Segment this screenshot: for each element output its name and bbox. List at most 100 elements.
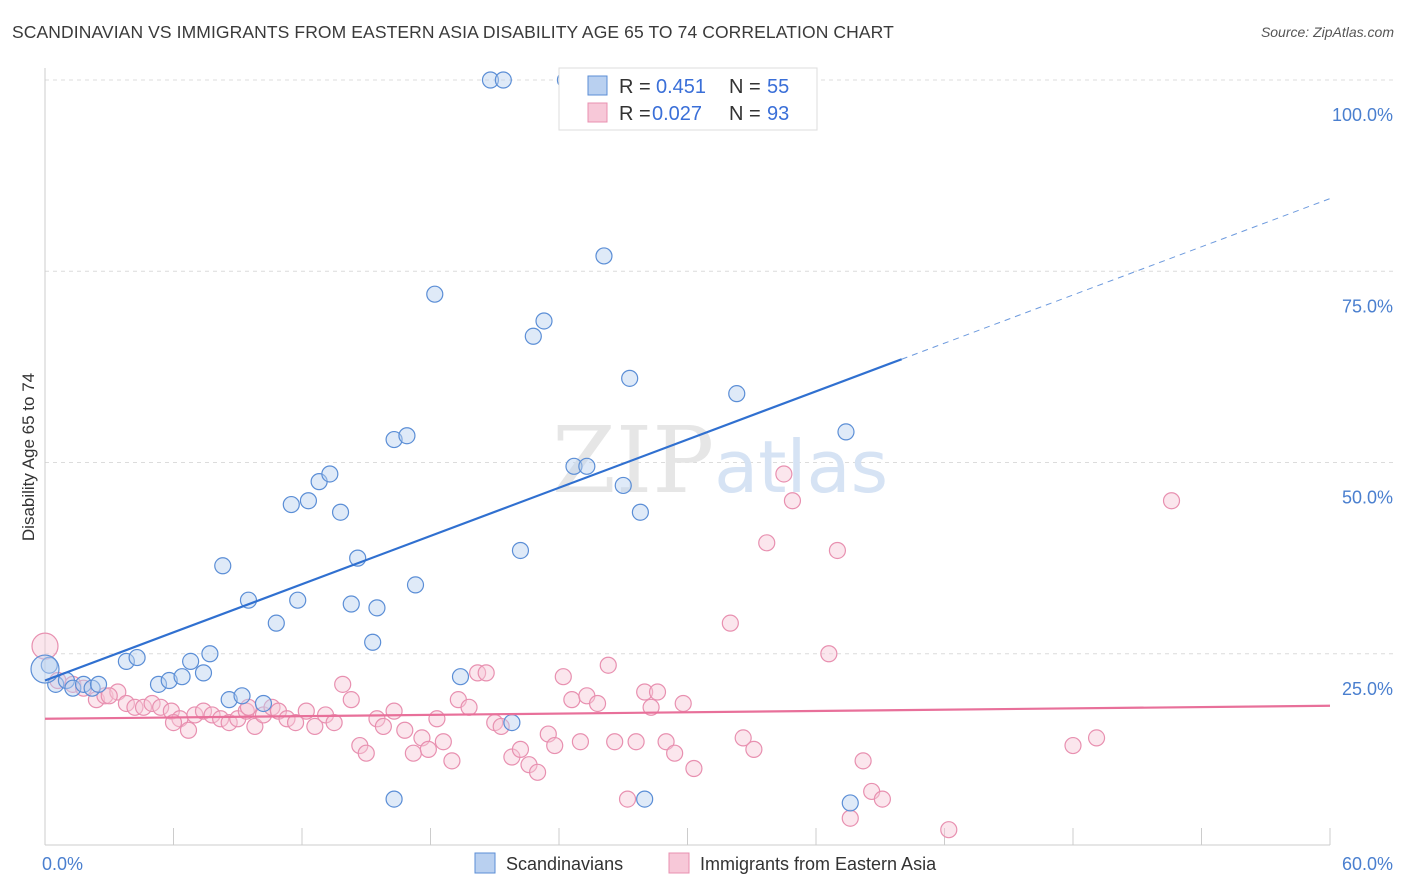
y-tick-label: 75.0% [1342, 296, 1393, 316]
point-scandinavians [841, 794, 859, 812]
point-scandinavians [481, 71, 500, 89]
point-immigrants [443, 752, 461, 770]
point-scandinavians [451, 668, 470, 686]
point-immigrants [152, 698, 170, 716]
watermark: ZIPatlas [552, 407, 888, 514]
series-immigrants-points [31, 465, 1181, 839]
point-scandinavians [524, 327, 542, 345]
point-immigrants [278, 710, 296, 728]
point-immigrants [528, 763, 547, 781]
point-scandinavians [299, 492, 318, 510]
point-scandinavians [194, 664, 213, 682]
point-scandinavians [503, 713, 521, 732]
point-immigrants [940, 821, 958, 839]
point-scandinavians [342, 595, 360, 613]
point-immigrants [246, 717, 264, 736]
legend-r-label: R = [619, 76, 651, 98]
point-immigrants [357, 744, 375, 762]
point-immigrants [674, 694, 692, 713]
point-scandinavians [173, 668, 191, 686]
point-scandinavians [267, 614, 285, 632]
legend-n-value: 93 [767, 103, 789, 125]
point-immigrants [404, 744, 422, 762]
point-immigrants [734, 729, 752, 747]
point-immigrants [117, 694, 135, 713]
point-immigrants [685, 759, 703, 778]
point-immigrants [434, 733, 452, 751]
point-scandinavians [614, 476, 632, 495]
point-immigrants [477, 664, 495, 682]
point-scandinavians [331, 503, 350, 521]
point-scandinavians [368, 599, 386, 617]
point-scandinavians [64, 679, 82, 697]
correlation-legend: R = 0.451 N = 55 R = 0.027 N = 93 [558, 67, 818, 131]
point-scandinavians [233, 687, 251, 705]
point-scandinavians [578, 457, 596, 475]
legend-r-value: 0.451 [656, 76, 706, 98]
point-immigrants [571, 733, 590, 751]
watermark-atlas: atlas [714, 425, 888, 509]
point-immigrants [627, 733, 645, 751]
point-immigrants [648, 683, 667, 701]
point-immigrants [325, 713, 343, 732]
trend-line-scandinavians [44, 358, 903, 682]
trend-line-scandinavians-extension [901, 198, 1331, 360]
trend-line-immigrants [44, 704, 1331, 720]
bottom-legend-label-scandinavians: Scandinavians [506, 854, 623, 874]
point-scandinavians [74, 675, 93, 693]
point-immigrants [873, 790, 891, 808]
point-scandinavians [398, 427, 416, 445]
point-immigrants [606, 733, 624, 751]
point-scandinavians [511, 541, 530, 560]
point-immigrants [1064, 736, 1082, 755]
point-scandinavians [282, 495, 300, 514]
x-tick-labels: 0.0% 60.0% [42, 854, 1393, 874]
point-immigrants [179, 721, 198, 739]
point-immigrants [203, 706, 221, 724]
point-scandinavians [149, 675, 168, 693]
y-tick-labels: 100.0% 75.0% 50.0% 25.0% [1332, 105, 1393, 699]
point-scandinavians [30, 654, 60, 684]
chart-title: SCANDINAVIAN VS IMMIGRANTS FROM EASTERN … [12, 22, 894, 42]
point-immigrants [828, 541, 847, 560]
point-immigrants [511, 740, 530, 758]
axes [44, 68, 1331, 846]
point-immigrants [599, 656, 617, 674]
point-immigrants [1087, 729, 1106, 747]
point-immigrants [396, 721, 414, 739]
point-immigrants [460, 698, 478, 716]
point-scandinavians [565, 457, 583, 475]
point-immigrants [841, 809, 859, 827]
point-immigrants [657, 733, 675, 751]
point-scandinavians [214, 557, 232, 575]
grid-lines [45, 79, 1395, 655]
point-scandinavians [837, 423, 855, 441]
point-immigrants [212, 710, 230, 728]
point-scandinavians [160, 671, 178, 690]
point-immigrants [306, 717, 324, 736]
point-immigrants [419, 740, 437, 758]
point-immigrants [745, 740, 763, 758]
point-scandinavians [182, 652, 200, 671]
point-immigrants [374, 717, 392, 736]
point-immigrants [334, 675, 352, 693]
legend-swatch-blue [587, 75, 608, 96]
source-credit: Source: ZipAtlas.com [1260, 24, 1394, 40]
point-scandinavians [385, 790, 403, 808]
point-immigrants [721, 614, 739, 632]
legend-n-label: N = [729, 76, 761, 98]
point-immigrants [428, 710, 446, 728]
point-scandinavians [117, 652, 135, 671]
point-immigrants [342, 691, 360, 709]
point-scandinavians [636, 790, 654, 808]
point-scandinavians [201, 645, 219, 663]
point-scandinavians [220, 691, 238, 709]
point-immigrants [220, 713, 238, 732]
point-immigrants [666, 744, 684, 762]
bottom-legend-label-immigrants: Immigrants from Eastern Asia [700, 854, 937, 874]
series-scandinavians-points [30, 71, 859, 812]
point-scandinavians [406, 576, 425, 594]
point-scandinavians [728, 385, 746, 403]
bottom-legend-swatch-blue [474, 852, 496, 874]
point-scandinavians [494, 71, 512, 89]
